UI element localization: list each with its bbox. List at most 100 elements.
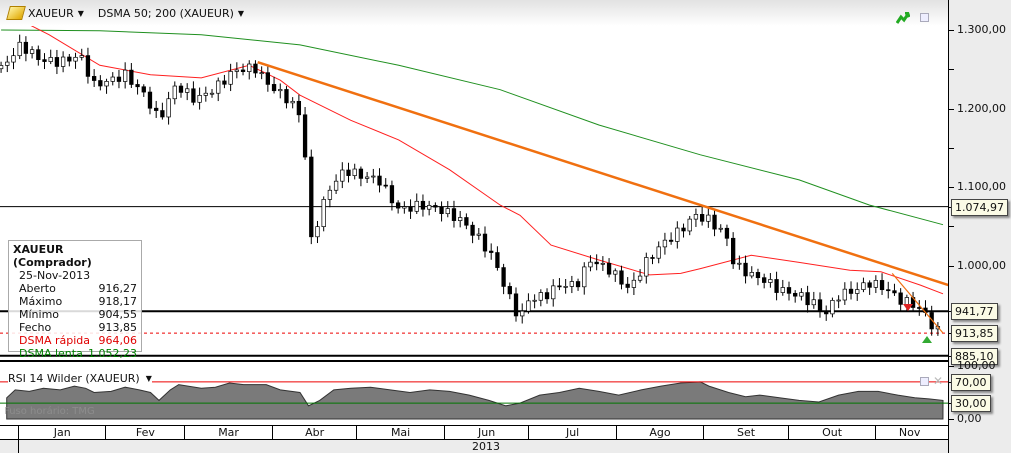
candle-body (433, 205, 438, 208)
candle-body (817, 299, 823, 312)
candle-body (166, 98, 171, 118)
candle-body (185, 88, 190, 93)
dropdown-arrow-icon: ▼ (237, 8, 245, 18)
info-row: Mínimo 904,55 (13, 308, 137, 321)
candle-body (395, 202, 401, 209)
chart-header: XAUEUR ▼ DSMA 50; 200 (XAUEUR) ▼ (0, 0, 948, 26)
candle-body (755, 272, 761, 279)
candle-body (588, 261, 593, 268)
candle-body (544, 292, 550, 300)
candle-body (377, 175, 382, 186)
price-axis[interactable]: 1.300,00 1.200,00 1.100,00 1.000,00 1.074,97… (948, 0, 1011, 453)
timezone-label: Fuso horário: TMG (4, 406, 95, 417)
candle-body (793, 292, 798, 297)
candle-body (402, 206, 407, 209)
candle-body (675, 227, 680, 242)
candle-body (668, 239, 674, 242)
price-marker-label: 70,00 (951, 373, 991, 391)
candle-body (532, 299, 537, 302)
close-rsi-icon[interactable]: ✕ (933, 374, 944, 388)
month-label: Ago (615, 426, 703, 440)
candle-body (346, 169, 351, 176)
candle-body (141, 86, 146, 93)
candle-body (470, 224, 475, 236)
candle-body (73, 56, 78, 62)
axis-tick (949, 226, 954, 227)
candle-body (489, 250, 494, 253)
time-axis[interactable]: Jan Fev Mar Abr Mai Jun Jul Ago Set Out Nov (0, 425, 948, 440)
candle-body (296, 100, 302, 116)
candle-body (123, 69, 128, 82)
info-row-value: 964,06 (98, 334, 138, 347)
candle-body (327, 189, 333, 200)
axis-tick-label: 100,00 (957, 359, 996, 372)
info-title: XAUEUR (Comprador) (13, 243, 92, 269)
month-label: Set (703, 426, 788, 440)
indicator-selector[interactable]: DSMA 50; 200 (XAUEUR) ▼ (98, 7, 244, 20)
candle-body (147, 91, 153, 109)
month-label: Out (787, 426, 875, 440)
candle-body (253, 63, 258, 74)
dropdown-arrow-icon: ▼ (77, 8, 84, 18)
month-label: Jun (443, 426, 529, 440)
rsi-indicator-selector[interactable]: RSI 14 Wilder (XAUEUR) ▼ (8, 372, 152, 385)
candle-body (631, 279, 637, 288)
trend-arrow-icon[interactable] (896, 12, 910, 24)
candle-body (501, 267, 506, 287)
candle-body (563, 286, 568, 288)
candle-body (762, 277, 767, 283)
gold-bar-icon (6, 6, 26, 20)
candle-body (265, 72, 271, 85)
maximize-panel-icon[interactable] (920, 13, 929, 22)
candle-body (662, 239, 668, 248)
month-label: Jul (528, 426, 615, 440)
candle-body (11, 55, 16, 63)
candle-body (259, 72, 264, 75)
candle-body (439, 206, 444, 215)
candle-body (42, 59, 47, 62)
candle-body (594, 261, 599, 265)
candle-body (681, 227, 686, 232)
candle-body (228, 71, 233, 85)
candle-body (811, 299, 816, 306)
candle-body (842, 288, 847, 301)
candle-body (582, 266, 587, 288)
candle-body (575, 281, 581, 288)
candle-body (476, 233, 481, 236)
candle-body (135, 84, 140, 88)
candle-body (23, 41, 29, 54)
candle-body (29, 49, 35, 54)
axis-tick (949, 69, 954, 70)
candle-body (619, 270, 624, 285)
info-row-value: 918,17 (98, 295, 138, 308)
maximize-rsi-icon[interactable] (920, 377, 929, 386)
info-row-value: 913,85 (98, 321, 138, 334)
axis-tick (949, 419, 954, 420)
price-marker-label: 913,85 (951, 325, 998, 343)
candle-body (898, 292, 903, 305)
instrument-selector[interactable]: XAUEUR ▼ (6, 6, 84, 20)
candle-body (464, 217, 469, 226)
candle-body (656, 246, 661, 259)
instrument-label: XAUEUR (28, 6, 74, 20)
candle-body (637, 275, 643, 281)
candle-body (290, 100, 295, 104)
candle-body (36, 49, 41, 60)
sell-signal-icon (903, 304, 913, 311)
candle-body (191, 88, 196, 103)
candle-body (513, 293, 519, 317)
candle-body (687, 218, 692, 232)
price-chart[interactable] (0, 0, 948, 425)
ohlc-info-box: XAUEUR (Comprador) 25-Nov-2013 Aberto 916… (8, 240, 142, 360)
axis-tick (949, 366, 954, 367)
axis-tick-label: 1.000,00 (957, 258, 1006, 272)
candle-body (830, 300, 835, 315)
candle-body (613, 270, 618, 275)
axis-tick-label: 1.200,00 (957, 101, 1006, 115)
info-row: Aberto 916,27 (13, 282, 137, 295)
month-label: Fev (105, 426, 184, 440)
candle-body (879, 280, 885, 291)
candle-body (85, 55, 91, 77)
axis-tick (949, 187, 954, 188)
candle-body (507, 286, 512, 295)
